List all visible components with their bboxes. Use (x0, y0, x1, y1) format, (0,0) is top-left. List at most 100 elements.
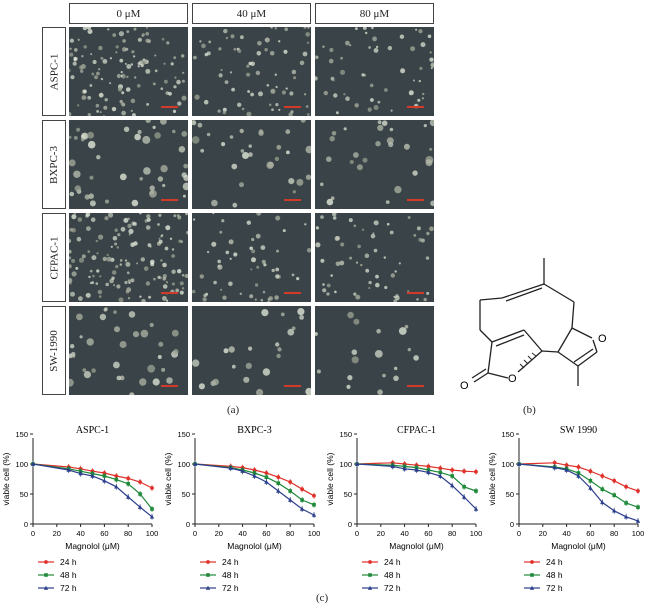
y-tick-label: 0 (510, 520, 514, 529)
data-point (264, 475, 269, 479)
data-point (450, 483, 455, 488)
furan-oxygen-label: O (598, 333, 607, 345)
x-tick-label: 100 (308, 529, 321, 538)
x-tick-label: 80 (124, 529, 132, 538)
lactone-oxygen-label: O (508, 373, 517, 385)
data-point (288, 480, 293, 484)
data-point (576, 473, 581, 478)
data-point (624, 484, 628, 489)
y-tick-label: 0 (24, 520, 28, 529)
chart-cfpac-1: CFPAC-1 0 20 40 60 80 100 0 50 100 150 Magnolol (μM… (325, 425, 482, 592)
y-tick-label: 150 (501, 430, 514, 439)
data-point (114, 474, 119, 478)
data-point (150, 486, 154, 490)
legend-label: 48 h (546, 570, 563, 580)
data-point (228, 465, 233, 470)
data-point (66, 467, 71, 472)
data-point (600, 487, 605, 491)
data-point (354, 461, 360, 466)
scale-bar (407, 199, 424, 201)
micrograph-aspc1-80um (315, 27, 434, 116)
scale-bar (407, 385, 424, 387)
legend-marker (44, 560, 48, 564)
data-point (276, 475, 281, 480)
data-point (30, 461, 36, 466)
y-tick-label: 150 (177, 430, 190, 439)
legend-label: 72 h (60, 583, 77, 592)
x-tick-label: 20 (377, 529, 385, 538)
legend-marker (43, 585, 49, 590)
x-tick-label: 40 (238, 529, 246, 538)
scale-bar (161, 199, 178, 201)
data-point (312, 503, 316, 507)
scale-bar (284, 106, 301, 108)
panel-c-label: (c) (316, 592, 329, 604)
data-point (462, 469, 466, 474)
legend-label: 48 h (60, 570, 77, 580)
legend-label: 24 h (60, 557, 77, 567)
y-tick-label: 50 (20, 490, 28, 499)
data-point (552, 460, 557, 465)
y-axis-label: viable cell (%) (1, 452, 11, 505)
data-point (564, 467, 569, 472)
data-point (552, 465, 557, 470)
data-point (300, 498, 304, 502)
y-tick-label: 100 (501, 460, 514, 469)
data-point (624, 501, 628, 505)
data-point (438, 473, 443, 478)
x-tick-label: 60 (262, 529, 270, 538)
data-point (126, 476, 131, 481)
column-header-40uM: 40 μM (192, 3, 311, 24)
y-axis-label: viable cell (%) (487, 452, 497, 505)
data-point (414, 467, 419, 472)
data-point (600, 500, 605, 505)
micrograph-bxpc3-40um (192, 120, 311, 209)
data-point (138, 480, 143, 484)
data-point (114, 484, 119, 489)
data-point (114, 477, 119, 482)
x-tick-label: 60 (586, 529, 594, 538)
data-point (264, 479, 269, 484)
data-point (288, 489, 292, 493)
legend-marker (205, 585, 211, 590)
x-axis-label: Magnolol (μM) (389, 541, 444, 551)
row-label-aspc1: ASPC-1 (42, 27, 66, 116)
data-point (564, 463, 569, 468)
chart-aspc-1: ASPC-1 0 20 40 60 80 100 0 50 100 150 Magnolol (μM)… (1, 425, 158, 592)
scale-bar (161, 385, 178, 387)
data-point (462, 485, 466, 489)
panel-a-label: (a) (227, 404, 240, 416)
data-point (588, 479, 593, 483)
data-point (635, 518, 641, 523)
legend-label: 24 h (222, 557, 239, 567)
data-point (312, 493, 316, 498)
micrograph-bxpc3-0um (69, 120, 188, 209)
legend-marker (530, 573, 534, 577)
data-point (461, 494, 467, 499)
data-point (192, 461, 198, 466)
x-tick-label: 80 (610, 529, 618, 538)
legend-marker (368, 560, 372, 564)
micrograph-bxpc3-80um (315, 120, 434, 209)
chart-bxpc-3: BXPC-3 0 20 40 60 80 100 0 50 100 150 Magnolol (μM)… (163, 425, 321, 592)
data-point (102, 478, 107, 483)
micrograph-aspc1-40um (192, 27, 311, 116)
data-point (474, 469, 478, 474)
data-point (90, 473, 95, 478)
chart-title: SW 1990 (560, 425, 597, 436)
x-tick-label: 20 (215, 529, 223, 538)
y-axis-label: viable cell (%) (325, 452, 335, 505)
data-point (612, 508, 617, 513)
data-point (138, 492, 142, 496)
legend-label: 48 h (222, 570, 239, 580)
scale-bar (407, 106, 424, 108)
x-tick-label: 20 (539, 529, 547, 538)
y-axis-label: viable cell (%) (163, 452, 173, 505)
scale-bar (284, 292, 301, 294)
micrograph-sw1990-0um (69, 306, 188, 395)
data-point (600, 474, 605, 478)
data-point (473, 506, 479, 511)
data-point (276, 481, 281, 485)
x-tick-label: 80 (448, 529, 456, 538)
x-tick-label: 60 (424, 529, 432, 538)
